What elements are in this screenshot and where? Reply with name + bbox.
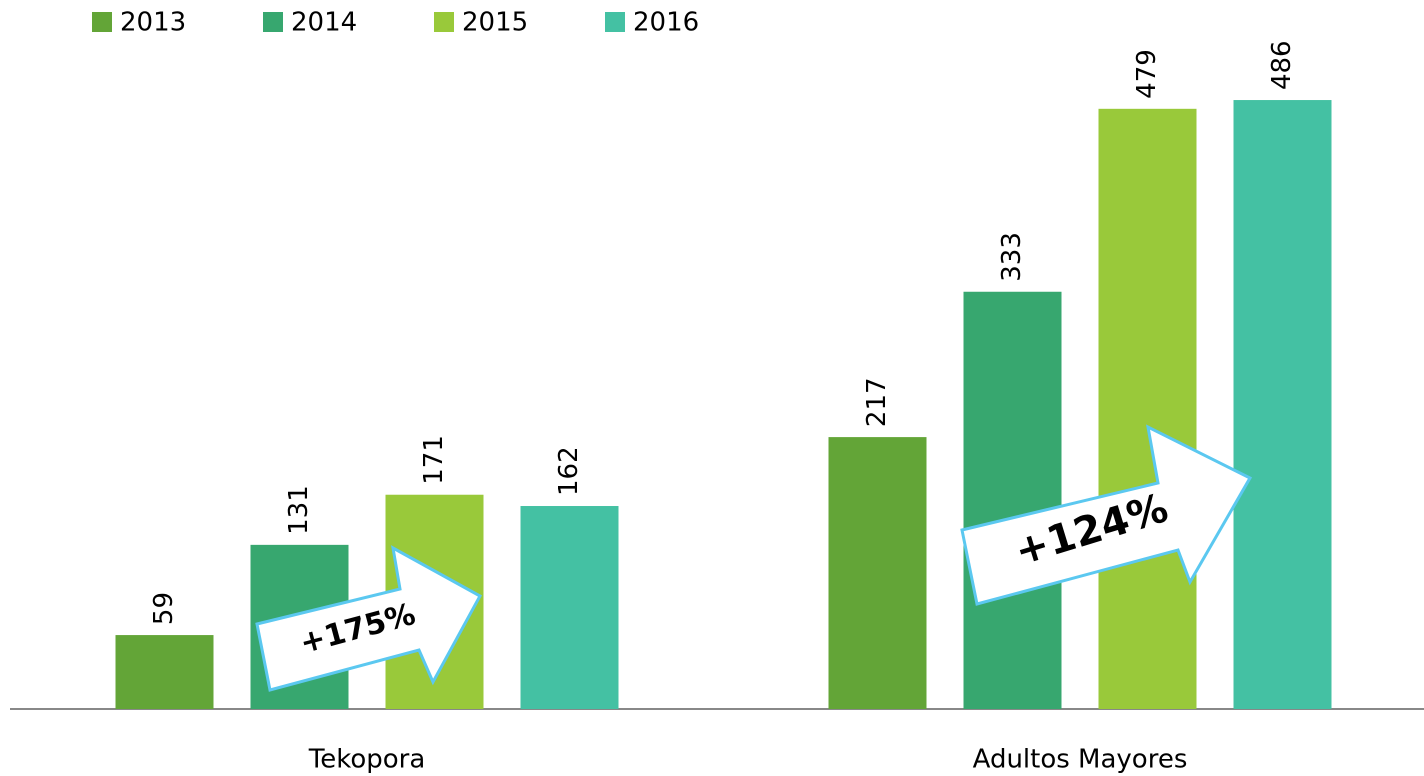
legend-swatch: [434, 12, 454, 32]
bar: [1233, 100, 1332, 710]
bar: [1098, 108, 1197, 710]
legend-label: 2013: [120, 8, 186, 38]
value-label: 59: [149, 592, 179, 625]
legend-swatch: [263, 12, 283, 32]
arrow: [255, 545, 483, 692]
bar: [520, 506, 619, 709]
legend-swatch: [92, 12, 112, 32]
bar: [828, 437, 927, 709]
value-label: 479: [1132, 49, 1162, 99]
bars: [115, 100, 1332, 710]
value-label: 217: [862, 377, 892, 427]
value-label: 486: [1267, 40, 1297, 90]
x-tick-label: Tekopora: [308, 745, 426, 775]
bar: [963, 291, 1062, 709]
legend-label: 2016: [633, 8, 699, 38]
value-label: 171: [419, 435, 449, 485]
legend-label: 2015: [462, 8, 528, 38]
legend-swatch: [605, 12, 625, 32]
value-label: 162: [554, 446, 584, 496]
arrow: [960, 424, 1253, 606]
x-tick-label: Adultos Mayores: [973, 745, 1188, 775]
bar: [115, 635, 214, 709]
legend-label: 2014: [291, 8, 357, 38]
value-label: 131: [284, 485, 314, 535]
value-label: 333: [997, 232, 1027, 282]
